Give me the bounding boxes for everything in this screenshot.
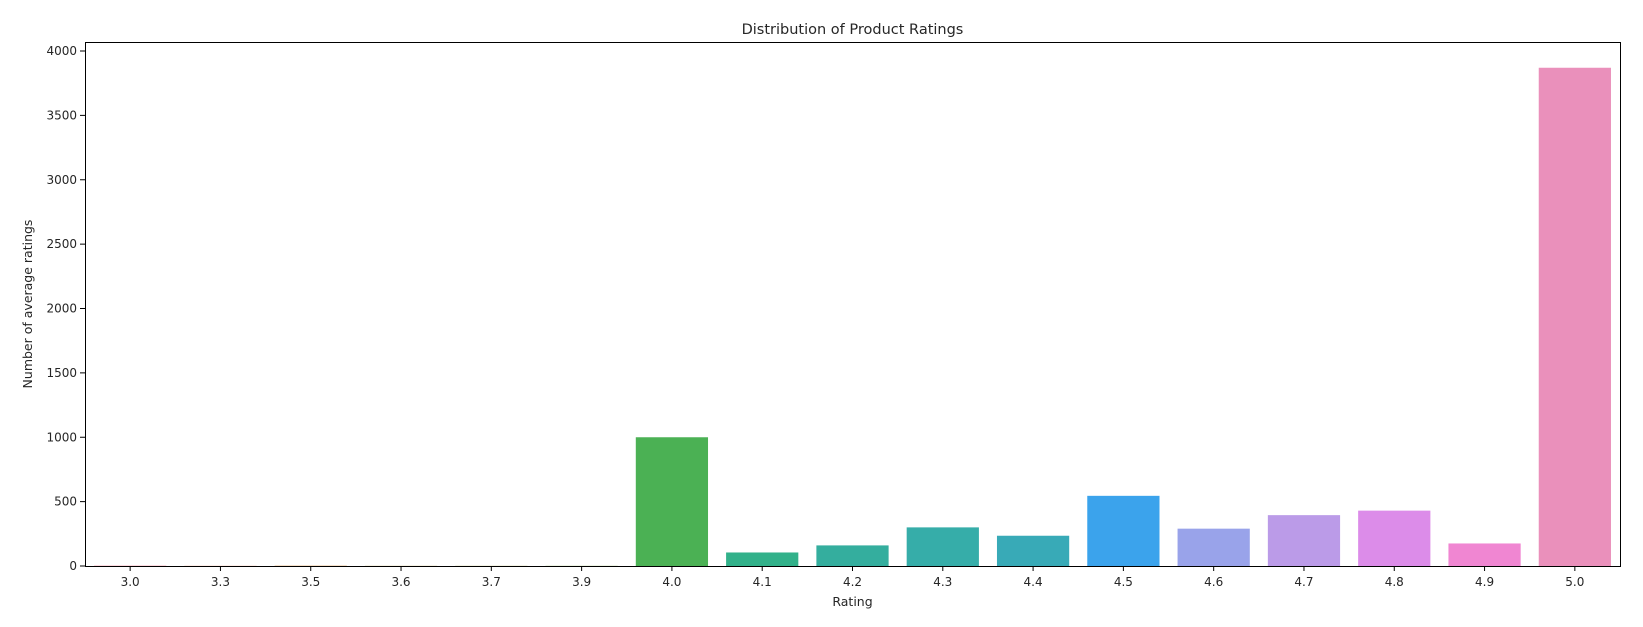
x-axis-ticks: 3.0 3.3 3.5 3.6 3.7 3.9 4.0 4.1 4.2 4.3 4.4 4.5 4.6 4… <box>121 566 1584 589</box>
bar-4.3 <box>906 527 979 566</box>
x-tick-label: 3.9 <box>572 575 591 589</box>
x-tick-label: 4.9 <box>1475 575 1494 589</box>
x-tick-label: 4.1 <box>753 575 772 589</box>
bar-4.2 <box>816 545 889 566</box>
bar-4.7 <box>1267 515 1341 566</box>
y-tick-label: 1000 <box>46 430 77 444</box>
bar-4.4 <box>996 535 1070 566</box>
x-tick-label: 4.6 <box>1204 575 1223 589</box>
bars <box>94 67 1611 566</box>
x-tick-label: 3.3 <box>211 575 230 589</box>
y-tick-label: 500 <box>54 495 77 509</box>
plot-frame <box>85 42 1621 567</box>
bar-4.9 <box>1448 543 1521 566</box>
bar-4.8 <box>1358 510 1431 566</box>
bar-4.6 <box>1177 528 1250 566</box>
x-tick-label: 3.6 <box>391 575 410 589</box>
x-tick-label: 3.7 <box>482 575 501 589</box>
bar-4.5 <box>1087 495 1160 566</box>
y-axis-label: Number of average ratings <box>20 220 35 389</box>
y-axis-ticks: 0 500 1000 1500 2000 2500 3000 3500 4000 <box>46 44 85 573</box>
x-tick-label: 3.0 <box>121 575 140 589</box>
bar-4.0 <box>635 437 709 566</box>
chart-title: Distribution of Product Ratings <box>742 22 964 38</box>
x-tick-label: 5.0 <box>1565 575 1584 589</box>
y-tick-label: 3000 <box>46 173 77 187</box>
y-tick-label: 3500 <box>46 108 77 122</box>
x-tick-label: 4.4 <box>1024 575 1043 589</box>
x-tick-label: 4.7 <box>1294 575 1313 589</box>
bar-4.1 <box>726 552 799 566</box>
x-tick-label: 4.3 <box>933 575 952 589</box>
bar-5.0 <box>1538 67 1611 566</box>
x-tick-label: 4.8 <box>1385 575 1404 589</box>
x-tick-label: 4.0 <box>662 575 681 589</box>
x-tick-label: 3.5 <box>301 575 320 589</box>
x-axis-label: Rating <box>832 594 872 609</box>
x-tick-label: 4.5 <box>1114 575 1133 589</box>
y-tick-label: 2500 <box>46 237 77 251</box>
y-tick-label: 2000 <box>46 302 77 316</box>
y-tick-label: 0 <box>69 559 77 573</box>
y-tick-label: 4000 <box>46 44 77 58</box>
y-tick-label: 1500 <box>46 366 77 380</box>
x-tick-label: 4.2 <box>843 575 862 589</box>
